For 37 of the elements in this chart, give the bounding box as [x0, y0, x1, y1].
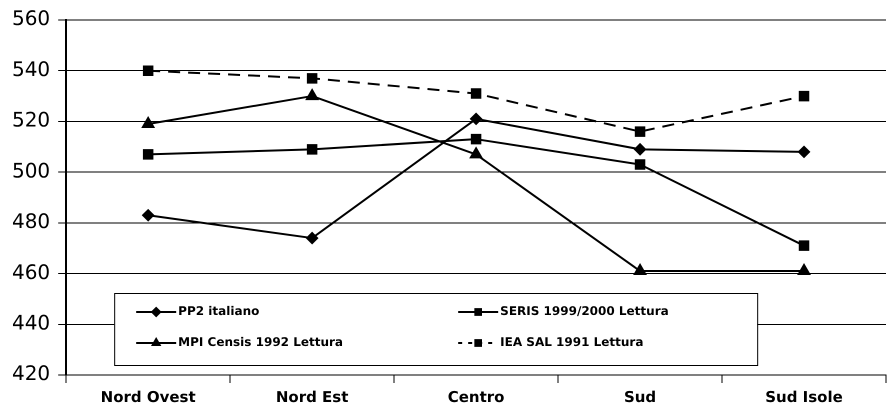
y-tick-label: 480: [12, 209, 50, 234]
point: [142, 209, 154, 222]
legend-label: PP2 italiano: [178, 304, 260, 318]
point: [798, 146, 810, 158]
x-tick-label: Sud Isole: [765, 388, 843, 406]
point: [470, 134, 482, 144]
point: [306, 144, 318, 155]
x-tick-label: Nord Est: [276, 388, 348, 406]
y-tick-label: 540: [12, 56, 50, 81]
x-tick-label: Sud: [624, 388, 656, 406]
x-tick-label: Nord Ovest: [100, 388, 196, 406]
point: [634, 159, 646, 170]
point: [798, 264, 810, 276]
point: [634, 264, 646, 276]
point: [470, 147, 482, 158]
point: [142, 116, 154, 128]
y-tick-label: 460: [12, 260, 50, 284]
point: [306, 73, 318, 84]
point: [470, 88, 482, 99]
legend-label: SERIS 1999/2000 Lettura: [500, 304, 669, 318]
y-tick-label: 420: [12, 361, 50, 386]
point: [470, 112, 482, 125]
point: [798, 240, 810, 251]
y-tick-label: 520: [12, 108, 50, 132]
point: [634, 143, 646, 156]
y-tick-label: 440: [12, 310, 50, 334]
x-tick-label: Centro: [448, 388, 504, 406]
point: [142, 65, 154, 76]
point: [798, 90, 810, 102]
legend-label: MPI Censis 1992 Lettura: [178, 335, 344, 350]
legend-label: IEA SAL 1991 Lettura: [500, 335, 644, 350]
y-tick-label: 500: [12, 158, 50, 182]
point: [142, 149, 154, 160]
y-tick-label: 560: [12, 6, 50, 30]
point: [306, 232, 318, 244]
point: [634, 126, 646, 137]
point: [306, 89, 318, 100]
